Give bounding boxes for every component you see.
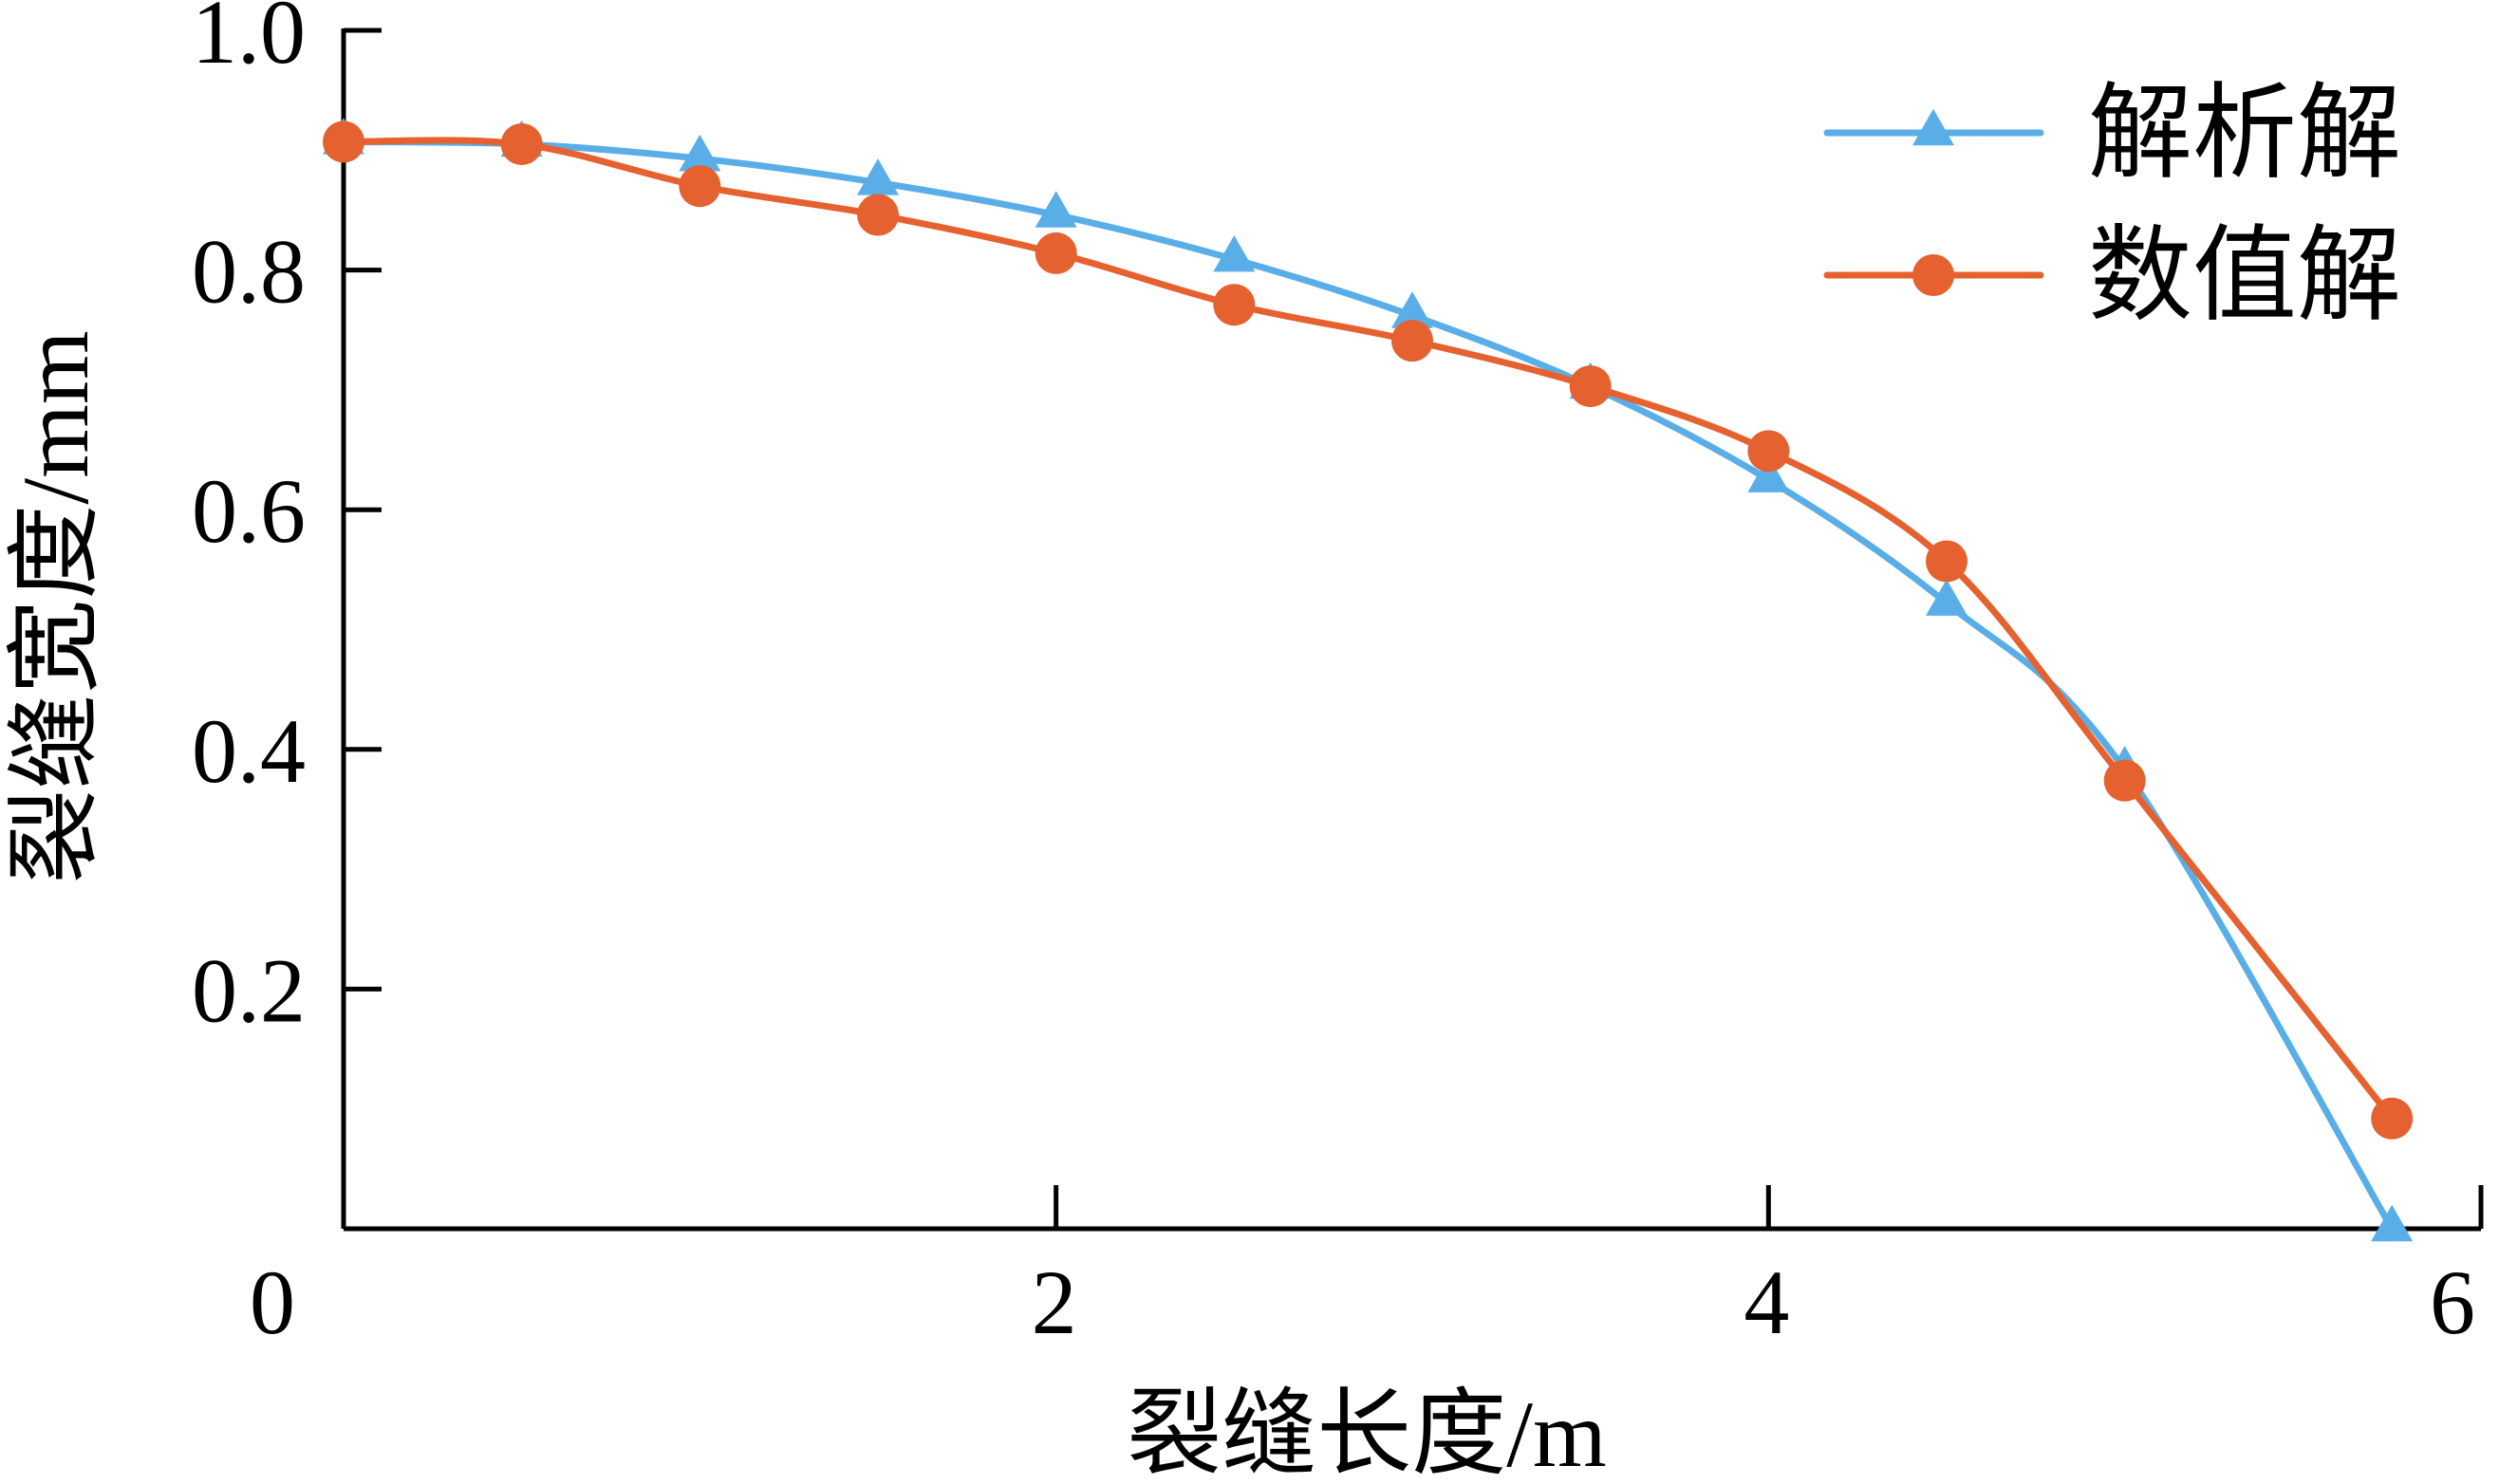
circle-marker: [2371, 1097, 2414, 1140]
series-2: [323, 121, 2414, 1140]
circle-marker: [1213, 284, 1256, 326]
y-axis-title: 裂缝宽度/mm: [3, 330, 108, 883]
circle-marker: [679, 165, 721, 208]
series-line: [340, 138, 2396, 1233]
x-tick-label: 0: [250, 1252, 295, 1353]
circle-marker: [323, 121, 364, 163]
series-line: [340, 137, 2396, 1122]
triangle-marker: [857, 158, 899, 195]
series-layer: [323, 118, 2414, 1242]
x-axis-title: 裂缝长度/m: [1127, 1382, 1607, 1484]
x-tick-label: 6: [2430, 1252, 2475, 1353]
legend-triangle-marker: [1912, 108, 1954, 146]
legend-item: 解析解: [1823, 76, 2401, 192]
triangle-marker: [2371, 1204, 2414, 1242]
legend-circle-marker: [1912, 254, 1954, 296]
triangle-marker: [1747, 455, 1790, 492]
y-tick-label: 0.8: [192, 221, 306, 323]
triangle-marker: [1391, 291, 1433, 328]
x-tick-label: 2: [1032, 1252, 1077, 1353]
circle-marker: [500, 122, 543, 165]
circle-marker: [1926, 540, 1967, 583]
y-tick-label: 1.0: [192, 0, 306, 83]
triangle-marker: [679, 134, 721, 172]
legend-item: 数值解: [1823, 218, 2401, 334]
x-tick-label: 4: [1744, 1252, 1789, 1353]
triangle-marker: [1926, 579, 1967, 616]
legend-label: 数值解: [2088, 218, 2401, 334]
triangle-marker: [1035, 191, 1077, 228]
axes: 0 2 4 6 0.2 0.4 0.6 0.8 1.0: [192, 0, 2484, 1353]
triangle-marker: [1213, 234, 1256, 272]
circle-marker: [857, 194, 899, 236]
circle-marker: [1391, 320, 1433, 362]
y-tick-label: 0.4: [192, 700, 306, 802]
circle-marker: [1035, 232, 1077, 274]
legend-label: 解析解: [2088, 76, 2401, 192]
circle-marker: [1747, 430, 1790, 473]
y-tick-label: 0.6: [192, 460, 306, 562]
circle-marker: [2103, 759, 2146, 802]
y-tick-label: 0.2: [192, 939, 306, 1041]
circle-marker: [1569, 365, 1612, 408]
